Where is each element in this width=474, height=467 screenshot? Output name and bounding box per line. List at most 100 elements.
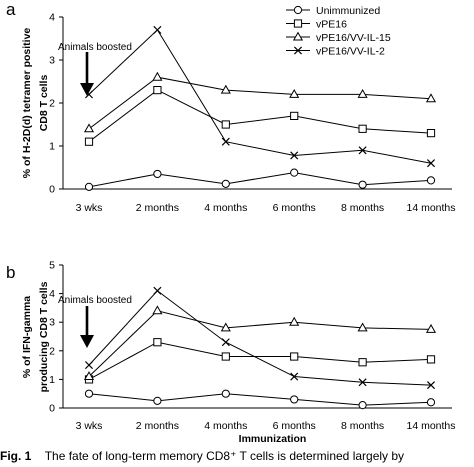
data-point xyxy=(290,111,299,121)
data-point xyxy=(426,129,436,138)
x-tick-label: 8 months xyxy=(341,420,384,432)
series-square xyxy=(84,86,436,146)
data-point xyxy=(84,182,94,191)
legend-marker xyxy=(292,31,304,41)
annotation-arrow-head xyxy=(80,335,94,348)
data-point xyxy=(221,352,230,361)
x-tick-label: 2 months xyxy=(136,420,179,432)
series-line xyxy=(88,89,432,143)
chart-panel-b: b 0 1 2 3 4 5 3 wks 2 months 4 months 6 months 8 mo… xyxy=(6,260,456,446)
legend-label: vPE16/VV-IL-15 xyxy=(316,32,391,44)
data-point xyxy=(83,123,95,133)
legend-entry: vPE16 xyxy=(286,18,347,30)
data-point xyxy=(426,159,436,168)
data-point xyxy=(220,84,231,94)
y-tick-label: 2 xyxy=(49,345,55,357)
data-point xyxy=(83,371,95,381)
series-triangle xyxy=(83,71,437,133)
data-point xyxy=(84,389,94,398)
data-point xyxy=(426,176,436,185)
data-point xyxy=(152,305,163,315)
series-line xyxy=(88,341,432,380)
data-point xyxy=(425,323,437,333)
data-point xyxy=(358,358,367,367)
panel-letter: b xyxy=(6,263,15,282)
series-line xyxy=(88,172,432,188)
data-point xyxy=(153,286,162,295)
legend-marker xyxy=(293,19,303,28)
y-tick-label: 0 xyxy=(49,184,55,196)
data-point xyxy=(358,401,367,410)
data-point xyxy=(426,381,436,390)
data-point xyxy=(290,395,299,404)
x-tick-label: 3 wks xyxy=(76,202,103,214)
caption-label: Fig. 1 xyxy=(0,449,32,463)
data-point xyxy=(84,90,94,99)
series-triangle xyxy=(83,305,437,381)
data-point xyxy=(221,120,230,129)
x-tick-label: 14 months xyxy=(406,420,455,432)
data-point xyxy=(221,389,230,398)
series-x xyxy=(84,286,436,390)
legend-label: Unimmunized xyxy=(316,5,380,17)
legend-label: vPE16/VV-IL-2 xyxy=(316,45,385,57)
x-tick-label: 4 months xyxy=(204,420,247,432)
y-axis-label: % of IFN-gamma xyxy=(21,296,33,378)
y-tick-label: 3 xyxy=(49,317,55,329)
y-tick-label: 3 xyxy=(49,55,55,67)
data-point xyxy=(358,146,367,155)
data-point xyxy=(84,361,94,370)
series-circle xyxy=(84,389,436,410)
data-point xyxy=(153,338,162,347)
y-axis-label: CD8 T cells xyxy=(38,75,50,132)
data-point xyxy=(290,352,299,361)
data-point xyxy=(221,137,230,146)
data-point xyxy=(426,398,436,407)
annotation-arrow-head xyxy=(80,83,94,96)
data-point xyxy=(290,372,299,381)
data-point xyxy=(153,169,162,179)
data-point xyxy=(84,137,94,146)
x-tick-label: 6 months xyxy=(273,420,316,432)
data-point xyxy=(153,25,162,34)
data-point xyxy=(290,168,299,177)
data-point xyxy=(290,151,299,160)
series-line xyxy=(88,29,432,164)
legend-entry: vPE16/VV-IL-15 xyxy=(286,31,391,44)
data-point xyxy=(426,355,436,364)
y-tick-label: 4 xyxy=(49,288,55,300)
figure: a 0 1 2 3 4 3 wks 2 months 4 months 6 months 8 mon… xyxy=(6,0,456,446)
x-tick-label: 2 months xyxy=(136,202,179,214)
data-point xyxy=(358,180,367,189)
x-tick-label: 4 months xyxy=(204,202,247,214)
y-tick-label: 1 xyxy=(49,141,55,153)
series-line xyxy=(88,76,432,130)
series-square xyxy=(84,338,436,384)
data-point xyxy=(357,322,368,332)
caption-text: The fate of long-term memory CD8⁺ T cell… xyxy=(44,449,405,463)
y-tick-label: 0 xyxy=(49,403,55,415)
legend-marker xyxy=(293,46,303,55)
data-point xyxy=(220,322,231,332)
annotation-label: Animals boosted xyxy=(58,295,132,306)
data-point xyxy=(357,88,368,98)
annotation-label: Animals boosted xyxy=(58,42,132,53)
x-tick-label: 6 months xyxy=(273,202,316,214)
data-point xyxy=(425,93,437,103)
x-tick-label: 14 months xyxy=(406,202,455,214)
data-point xyxy=(153,396,162,405)
legend-entry: Unimmunized xyxy=(286,5,380,17)
figure-caption: Fig. 1 The fate of long-term memory CD8⁺… xyxy=(0,449,474,467)
panel-letter: a xyxy=(6,0,16,19)
x-tick-label: 3 wks xyxy=(76,420,103,432)
x-axis-label: Immunization xyxy=(239,433,307,445)
data-point xyxy=(153,86,162,95)
chart-panel-a: a 0 1 2 3 4 3 wks 2 months 4 months 6 months 8 mon… xyxy=(6,0,456,214)
y-axis-label: % of H-2D(d) tetramer positive xyxy=(21,28,33,179)
data-point xyxy=(152,71,163,81)
legend-label: vPE16 xyxy=(316,18,347,30)
legend-marker xyxy=(293,5,303,15)
data-point xyxy=(358,124,367,133)
series-line xyxy=(88,290,432,386)
series-circle xyxy=(84,168,436,191)
